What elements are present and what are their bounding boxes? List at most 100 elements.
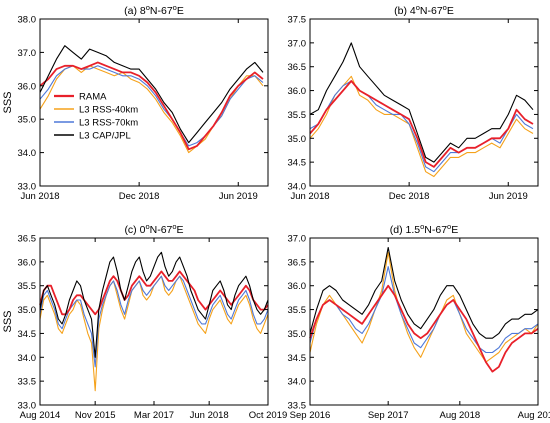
x-tick-label: Jun 2019 bbox=[219, 191, 258, 202]
title-part: N-67 bbox=[150, 224, 173, 236]
y-tick-label: 36.0 bbox=[288, 86, 307, 97]
plot-frame bbox=[39, 237, 269, 406]
y-tick-label: 33.5 bbox=[288, 401, 307, 412]
x-tick-label: Oct 2019 bbox=[249, 410, 288, 421]
panel-c: 33.0 33.5 34.0 34.5 35.0 35.5 36.0 36.5 Aug 2014… bbox=[2, 222, 287, 421]
y-axis-label: SSS bbox=[2, 310, 14, 332]
y-tick-label: 34.0 bbox=[18, 353, 37, 364]
title-part: E bbox=[447, 5, 454, 17]
series-line-l3-rss-70km bbox=[39, 275, 269, 368]
legend-label: L3 RSS-70km bbox=[79, 118, 138, 129]
title-part: o bbox=[447, 222, 451, 231]
panel-title: (d) 1.5oN-67oE bbox=[390, 222, 458, 236]
title-part: (d) 1.5 bbox=[390, 224, 421, 236]
y-tick-label: 35.0 bbox=[288, 329, 307, 340]
y-tick-label: 34.5 bbox=[288, 158, 307, 169]
legend-label: L3 CAP/JPL bbox=[79, 131, 131, 142]
series-line-l3-rss-70km bbox=[39, 65, 264, 147]
panel-title: (a) 8oN-67oE bbox=[124, 3, 184, 17]
y-tick-label: 36.0 bbox=[18, 81, 37, 92]
x-tick-label: Aug 2014 bbox=[20, 410, 61, 421]
y-tick-label: 34.0 bbox=[288, 182, 307, 193]
title-part: o bbox=[146, 3, 150, 12]
panel-b: 34.0 34.5 35.0 35.5 36.0 36.5 37.0 37.5 Jun 2018… bbox=[288, 3, 539, 202]
series-line-l3-rss-70km bbox=[309, 266, 539, 354]
title-part: o bbox=[416, 3, 420, 12]
y-axis-label: SSS bbox=[2, 91, 14, 113]
series-line-l3-rss-70km bbox=[309, 80, 534, 173]
y-tick-label: 35.5 bbox=[288, 110, 307, 121]
y-tick-label: 34.0 bbox=[18, 148, 37, 159]
panel-title: (c) 0oN-67oE bbox=[124, 222, 183, 236]
title-part: (b) 4 bbox=[394, 5, 416, 17]
panel-a: 33.0 34.0 35.0 36.0 37.0 38.0 Jun 2018 Dec 2018… bbox=[2, 3, 269, 202]
series-line-l3-cap-jpl bbox=[309, 42, 534, 163]
plot-frame bbox=[309, 18, 539, 187]
title-part: o bbox=[443, 3, 447, 12]
y-tick-label: 35.0 bbox=[18, 305, 37, 316]
legend-label: RAMA bbox=[79, 92, 107, 103]
x-tick-label: Jun 2018 bbox=[290, 191, 329, 202]
title-part: E bbox=[177, 224, 184, 236]
y-tick-label: 35.0 bbox=[288, 134, 307, 145]
x-tick-label: Jun 2018 bbox=[190, 410, 229, 421]
series-line-rama bbox=[309, 284, 539, 373]
title-part: o bbox=[172, 222, 176, 231]
series-line-l3-cap-jpl bbox=[309, 246, 539, 339]
x-tick-label: Sep 2016 bbox=[290, 410, 331, 421]
y-tick-label: 37.0 bbox=[288, 38, 307, 49]
panel-title: (b) 4oN-67oE bbox=[394, 3, 454, 17]
series-line-l3-cap-jpl bbox=[39, 251, 269, 358]
y-tick-label: 34.5 bbox=[288, 353, 307, 364]
x-tick-label: Dec 2018 bbox=[119, 191, 160, 202]
legend: RAMA L3 RSS-40km L3 RSS-70km L3 CAP/JPL bbox=[54, 92, 138, 142]
y-tick-label: 36.0 bbox=[288, 281, 307, 292]
title-part: o bbox=[173, 3, 177, 12]
x-tick-label: Nov 2015 bbox=[75, 410, 116, 421]
title-part: o bbox=[145, 222, 149, 231]
series-line-l3-rss-40km bbox=[309, 251, 539, 363]
x-tick-label: Aug 2018 bbox=[439, 410, 480, 421]
x-tick-label: Dec 2018 bbox=[389, 191, 430, 202]
title-part: E bbox=[451, 224, 458, 236]
x-tick-label: Jun 2019 bbox=[489, 191, 528, 202]
title-part: E bbox=[177, 5, 184, 17]
y-tick-label: 36.0 bbox=[18, 257, 37, 268]
x-tick-label: Sep 2017 bbox=[368, 410, 409, 421]
series-line-l3-rss-40km bbox=[309, 75, 534, 178]
y-tick-label: 33.5 bbox=[18, 377, 37, 388]
title-part: (a) 8 bbox=[124, 5, 146, 17]
title-part: N-67 bbox=[424, 224, 447, 236]
x-tick-label: Jun 2018 bbox=[20, 191, 59, 202]
series-line-rama bbox=[309, 80, 534, 168]
y-tick-label: 35.5 bbox=[18, 281, 37, 292]
plot-frame bbox=[39, 18, 269, 187]
x-tick-label: Mar 2017 bbox=[134, 410, 174, 421]
y-tick-label: 34.5 bbox=[18, 329, 37, 340]
y-tick-label: 33.0 bbox=[18, 182, 37, 193]
title-part: (c) 0 bbox=[124, 224, 145, 236]
series-line-l3-rss-40km bbox=[39, 275, 269, 392]
title-part: N-67 bbox=[150, 5, 173, 17]
x-tick-label: Aug 2019 bbox=[518, 410, 550, 421]
series-line-rama bbox=[39, 61, 264, 151]
series-line-rama bbox=[39, 270, 269, 316]
panel-d: 33.5 34.0 34.5 35.0 35.5 36.0 36.5 37.0 Sep 2016… bbox=[288, 222, 550, 421]
title-part: N-67 bbox=[420, 5, 443, 17]
y-tick-label: 37.5 bbox=[288, 15, 307, 26]
series-line-l3-cap-jpl bbox=[39, 45, 264, 144]
y-tick-label: 34.0 bbox=[288, 377, 307, 388]
y-tick-label: 37.0 bbox=[288, 234, 307, 245]
y-tick-label: 35.0 bbox=[18, 115, 37, 126]
plot-frame bbox=[309, 237, 539, 406]
y-tick-label: 38.0 bbox=[18, 15, 37, 26]
y-tick-label: 33.0 bbox=[18, 401, 37, 412]
y-tick-label: 35.5 bbox=[288, 305, 307, 316]
y-tick-label: 36.5 bbox=[288, 62, 307, 73]
y-tick-label: 36.5 bbox=[18, 234, 37, 245]
y-tick-label: 36.5 bbox=[288, 257, 307, 268]
title-part: o bbox=[420, 222, 424, 231]
y-tick-label: 37.0 bbox=[18, 48, 37, 59]
legend-label: L3 RSS-40km bbox=[79, 105, 138, 116]
